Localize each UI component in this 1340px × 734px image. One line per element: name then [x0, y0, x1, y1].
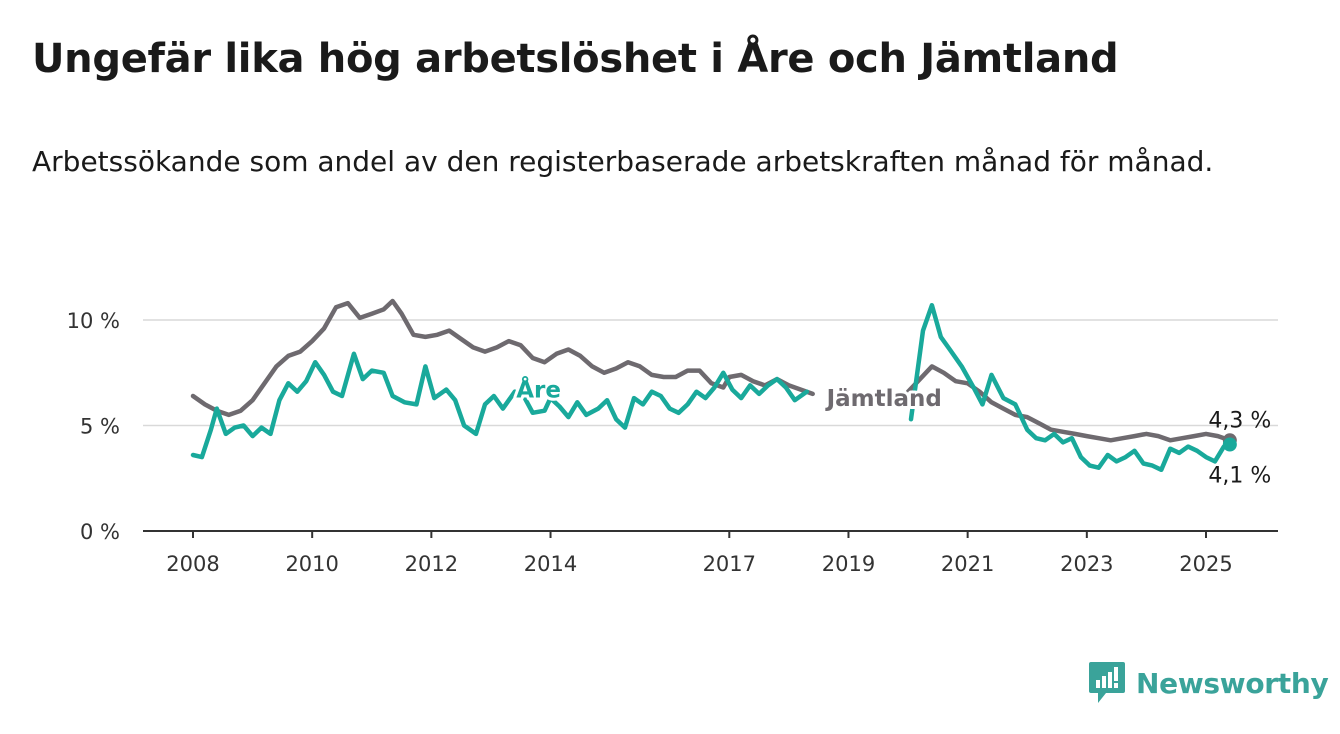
series-line-are	[190, 351, 810, 460]
chart-labels: 4,3 % 4,1 % Åre Jämtland	[513, 373, 1271, 489]
x-tick-label: 2021	[941, 552, 994, 576]
x-tick-label: 2025	[1179, 552, 1232, 576]
x-tick-label: 2008	[166, 552, 219, 576]
brand-logo[interactable]: Newsworthy	[1088, 660, 1329, 706]
x-axis: 2008 2010 2012 2014 2017 2019 2021 2023 2025	[143, 530, 1278, 576]
end-value-label: 4,3 %	[1208, 408, 1271, 433]
grid-lines: 0 % 5 % 10 %	[67, 309, 1278, 544]
y-tick-label: 0 %	[80, 520, 120, 544]
series-line-jamtland	[190, 298, 815, 418]
end-value-label: 4,1 %	[1208, 463, 1271, 488]
x-tick-label: 2010	[285, 552, 338, 576]
x-tick-label: 2014	[524, 552, 577, 576]
brand-name: Newsworthy	[1136, 666, 1329, 700]
series-end-marker	[1222, 437, 1237, 452]
series-line-jamtland	[905, 364, 1233, 443]
chart-subtitle: Arbetssökande som andel av den registerb…	[32, 145, 1214, 178]
x-tick-label: 2017	[703, 552, 756, 576]
newsworthy-logo-icon	[1089, 662, 1125, 703]
x-tick-label: 2012	[405, 552, 458, 576]
y-tick-label: 10 %	[67, 309, 120, 333]
chart-title: Ungefär lika hög arbetslöshet i Åre och …	[32, 36, 1119, 82]
series-label: Åre	[516, 376, 561, 404]
x-tick-label: 2019	[822, 552, 875, 576]
y-tick-label: 5 %	[80, 415, 120, 439]
series-lines	[190, 298, 1237, 473]
series-line-are	[908, 302, 1233, 473]
x-tick-label: 2023	[1060, 552, 1113, 576]
series-label: Jämtland	[825, 386, 942, 412]
